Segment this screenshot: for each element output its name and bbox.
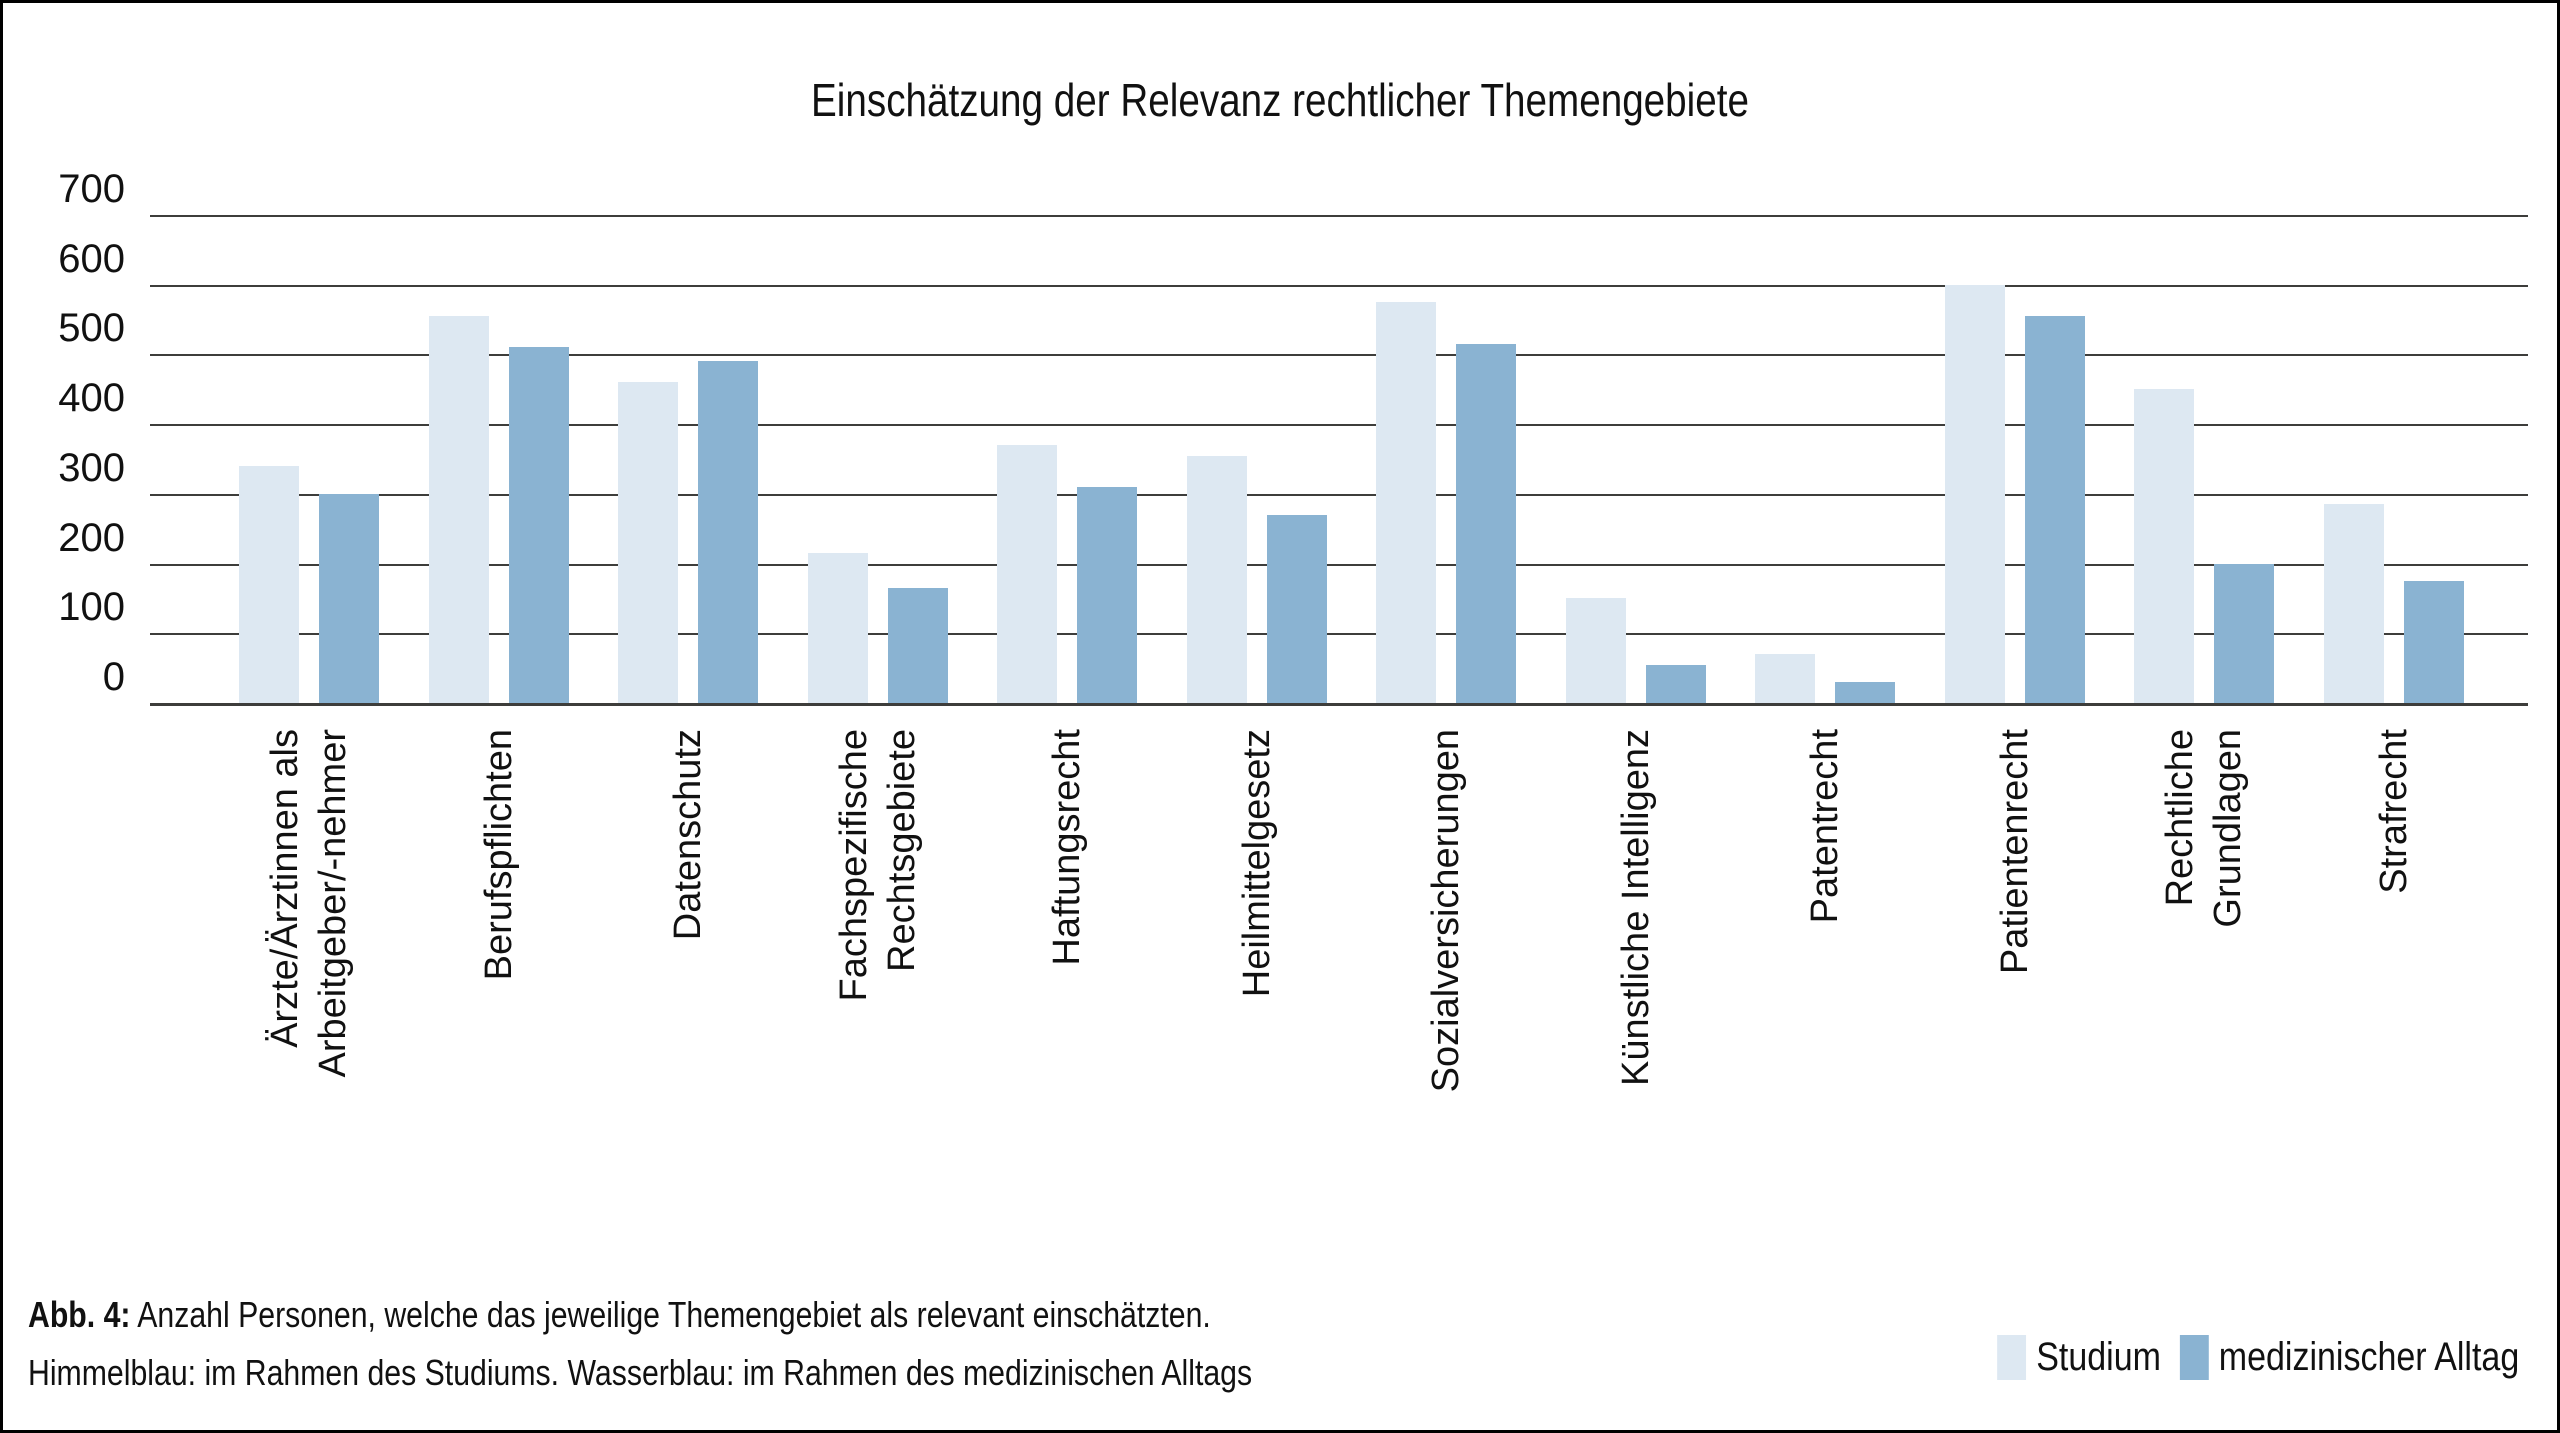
caption-line-2: Himmelblau: im Rahmen des Studiums. Wass… bbox=[28, 1351, 1253, 1393]
x-category-label-8: Künstliche Intelligenz bbox=[1615, 729, 1657, 1086]
gridline-y-300 bbox=[150, 494, 2528, 496]
bar-alltag-9 bbox=[1835, 682, 1895, 703]
caption-figure-number: Abb. 4: bbox=[28, 1294, 131, 1335]
y-tick-label-300: 300 bbox=[58, 446, 125, 490]
bar-alltag-2 bbox=[509, 347, 569, 703]
bar-studium-11 bbox=[2134, 389, 2194, 703]
y-tick-label-100: 100 bbox=[58, 585, 125, 629]
x-category-label-1: Ärzte/Ärztinnen als Arbeitgeber/-nehmer bbox=[264, 729, 354, 1078]
bar-alltag-7 bbox=[1456, 344, 1516, 703]
caption-text: Anzahl Personen, welche das jeweilige Th… bbox=[137, 1294, 1211, 1335]
bar-studium-10 bbox=[1945, 285, 2005, 703]
bar-studium-4 bbox=[808, 553, 868, 703]
caption-line-1: Abb. 4: Anzahl Personen, welche das jewe… bbox=[28, 1286, 1252, 1344]
bar-studium-5 bbox=[997, 445, 1057, 703]
x-category-label-3: Datenschutz bbox=[667, 729, 709, 941]
figure-caption: Abb. 4: Anzahl Personen, welche das jewe… bbox=[28, 1286, 1252, 1401]
bar-alltag-4 bbox=[888, 588, 948, 703]
x-category-label-2: Berufspflichten bbox=[478, 729, 520, 981]
x-category-label-9: Patentrecht bbox=[1804, 729, 1846, 924]
x-category-label-7: Sozialversicherungen bbox=[1425, 729, 1467, 1093]
x-category-label-4: Fachspezifische Rechtsgebiete bbox=[833, 729, 923, 1002]
bar-studium-6 bbox=[1187, 456, 1247, 703]
gridline-y-700 bbox=[150, 215, 2528, 217]
bar-alltag-3 bbox=[698, 361, 758, 703]
bar-studium-3 bbox=[618, 382, 678, 703]
y-tick-label-400: 400 bbox=[58, 376, 125, 420]
legend-item-1: Studium bbox=[1996, 1335, 2161, 1380]
gridline-y-400 bbox=[150, 424, 2528, 426]
y-tick-label-500: 500 bbox=[58, 306, 125, 350]
bar-studium-12 bbox=[2324, 504, 2384, 703]
x-category-label-10: Patientenrecht bbox=[1994, 729, 2036, 975]
y-tick-label-0: 0 bbox=[102, 655, 125, 699]
gridline-y-200 bbox=[150, 564, 2528, 566]
legend-item-2: medizinischer Alltag bbox=[2179, 1335, 2519, 1380]
bar-alltag-11 bbox=[2214, 564, 2274, 703]
bar-alltag-10 bbox=[2025, 316, 2085, 703]
y-tick-label-600: 600 bbox=[58, 237, 125, 281]
legend-label-1: Studium bbox=[2035, 1335, 2161, 1379]
bar-alltag-12 bbox=[2404, 581, 2464, 703]
bar-alltag-1 bbox=[319, 494, 379, 703]
x-category-label-11: Rechtliche Grundlagen bbox=[2159, 729, 2249, 928]
bar-studium-8 bbox=[1566, 598, 1626, 703]
bar-studium-1 bbox=[239, 466, 299, 703]
gridline-y-100 bbox=[150, 633, 2528, 635]
x-category-label-5: Haftungsrecht bbox=[1046, 729, 1088, 966]
x-category-label-6: Heilmittelgesetz bbox=[1236, 729, 1278, 998]
legend: Studium medizinischer Alltag bbox=[1996, 1335, 2519, 1380]
bar-studium-7 bbox=[1376, 302, 1436, 703]
bar-studium-2 bbox=[429, 316, 489, 703]
legend-swatch-1 bbox=[1996, 1335, 2026, 1380]
chart-title: Einschätzung der Relevanz rechtlicher Th… bbox=[811, 74, 1749, 126]
bar-alltag-5 bbox=[1077, 487, 1137, 703]
x-category-label-12: Strafrecht bbox=[2373, 729, 2415, 894]
bar-alltag-8 bbox=[1646, 665, 1706, 703]
gridline-y-600 bbox=[150, 285, 2528, 287]
y-tick-label-200: 200 bbox=[58, 516, 125, 560]
bar-alltag-6 bbox=[1267, 515, 1327, 703]
gridline-y-500 bbox=[150, 354, 2528, 356]
legend-swatch-2 bbox=[2179, 1335, 2209, 1380]
legend-label-2: medizinischer Alltag bbox=[2218, 1335, 2519, 1379]
gridline-y-0 bbox=[150, 703, 2528, 706]
bar-studium-9 bbox=[1755, 654, 1815, 703]
y-tick-label-700: 700 bbox=[58, 167, 125, 211]
